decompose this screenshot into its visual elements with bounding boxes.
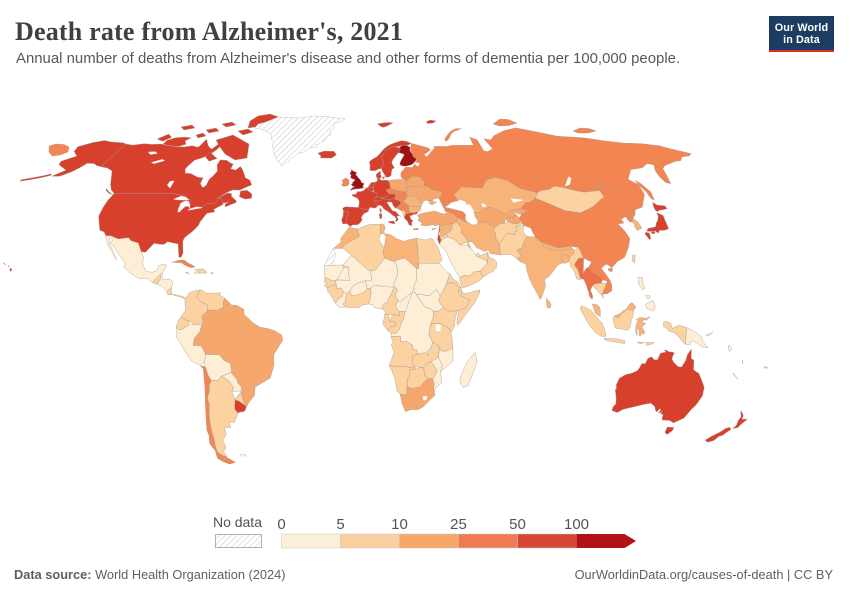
svg-text:0: 0	[277, 516, 285, 533]
svg-text:5: 5	[336, 516, 344, 533]
svg-text:No data: No data	[213, 514, 262, 530]
svg-text:25: 25	[450, 516, 467, 533]
svg-text:50: 50	[509, 516, 526, 533]
svg-text:100: 100	[564, 516, 589, 533]
svg-text:10: 10	[391, 516, 408, 533]
